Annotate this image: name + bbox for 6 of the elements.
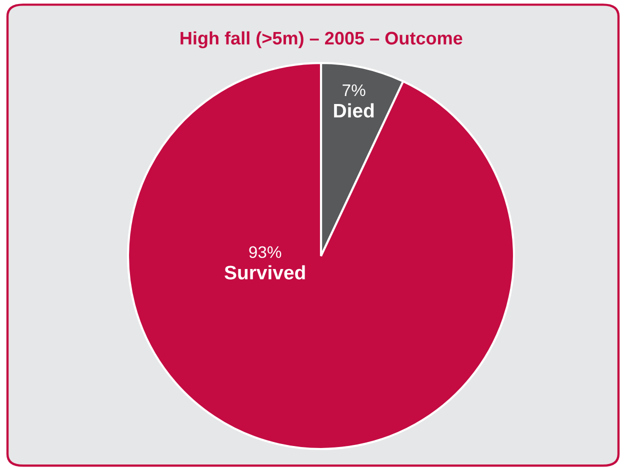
data-label: 7% xyxy=(342,84,366,96)
slice-label: Died xyxy=(334,103,374,118)
slice-label: Survived xyxy=(224,265,305,280)
pie-slice xyxy=(126,62,516,450)
data-label: 93% xyxy=(249,246,282,258)
chart-title: High fall (>5m) – 2005 – Outcome xyxy=(180,31,462,48)
